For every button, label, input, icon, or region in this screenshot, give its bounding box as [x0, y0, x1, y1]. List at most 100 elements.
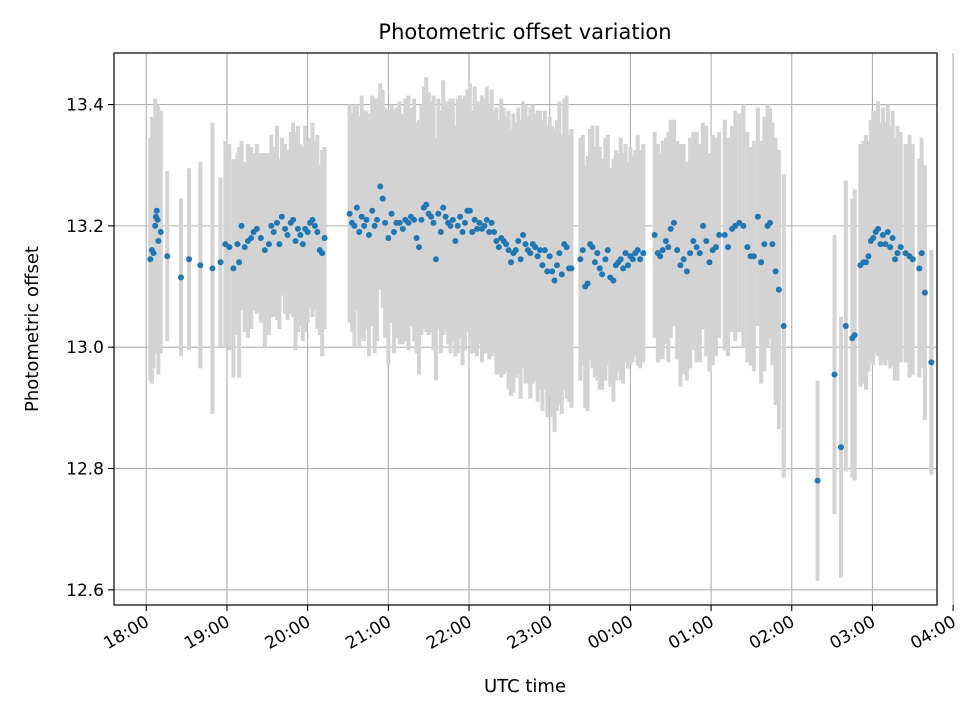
- data-point: [640, 250, 647, 257]
- data-point: [234, 241, 241, 248]
- data-point: [549, 268, 556, 275]
- data-point: [388, 210, 395, 217]
- data-point: [862, 259, 869, 266]
- data-point: [503, 241, 510, 248]
- data-point: [469, 228, 476, 235]
- data-point: [851, 332, 858, 339]
- data-point: [634, 247, 641, 254]
- data-point: [385, 235, 392, 242]
- data-point: [319, 250, 326, 257]
- data-point: [772, 268, 779, 275]
- data-point: [454, 222, 461, 229]
- data-point: [150, 250, 157, 257]
- x-axis-label: UTC time: [484, 676, 566, 697]
- data-point: [396, 219, 403, 226]
- data-point: [155, 238, 162, 245]
- data-point: [831, 371, 838, 378]
- data-point: [423, 201, 430, 208]
- data-point: [452, 238, 459, 245]
- data-point: [415, 244, 422, 251]
- data-point: [261, 247, 268, 254]
- data-point: [257, 235, 264, 242]
- data-point: [294, 225, 301, 232]
- y-tick-label: 13.2: [66, 217, 104, 237]
- data-point: [594, 250, 601, 257]
- data-point: [769, 241, 776, 248]
- data-point: [750, 253, 757, 260]
- data-point: [253, 225, 260, 232]
- data-point: [870, 235, 877, 242]
- data-point: [916, 265, 923, 272]
- data-point: [716, 231, 723, 238]
- data-point: [700, 222, 707, 229]
- data-point: [683, 268, 690, 275]
- data-point: [706, 259, 713, 266]
- data-point: [696, 250, 703, 257]
- data-point: [589, 244, 596, 251]
- data-point: [483, 216, 490, 223]
- data-point: [177, 274, 184, 281]
- data-point: [379, 195, 386, 202]
- data-point: [411, 216, 418, 223]
- data-point: [346, 210, 353, 217]
- data-point: [299, 241, 306, 248]
- data-point: [481, 222, 488, 229]
- data-point: [459, 228, 466, 235]
- data-point: [382, 219, 389, 226]
- data-point: [282, 225, 289, 232]
- data-point: [670, 219, 677, 226]
- data-point: [358, 213, 365, 220]
- data-point: [532, 244, 539, 251]
- data-point: [186, 256, 193, 263]
- data-point: [780, 322, 787, 329]
- data-point: [680, 256, 687, 263]
- y-axis-label: Photometric offset: [22, 246, 43, 412]
- data-point: [437, 228, 444, 235]
- data-point: [665, 244, 672, 251]
- data-point: [353, 204, 360, 211]
- data-point: [539, 262, 546, 269]
- data-point: [284, 231, 291, 238]
- data-point: [617, 256, 624, 263]
- data-point: [374, 216, 381, 223]
- data-point: [622, 250, 629, 257]
- data-point: [541, 247, 548, 254]
- data-point: [556, 250, 563, 257]
- data-point: [687, 250, 694, 257]
- data-point: [507, 259, 514, 266]
- data-point: [314, 228, 321, 235]
- data-point: [527, 250, 534, 257]
- data-point: [651, 231, 658, 238]
- data-point: [884, 228, 891, 235]
- data-point: [505, 247, 512, 254]
- data-point: [363, 216, 370, 223]
- data-point: [152, 222, 159, 229]
- data-point: [476, 219, 483, 226]
- y-tick-label: 13.0: [66, 338, 104, 358]
- data-point: [740, 222, 747, 229]
- data-point: [297, 231, 304, 238]
- data-point: [610, 277, 617, 284]
- data-point: [390, 228, 397, 235]
- y-tick-label: 12.8: [66, 460, 104, 480]
- data-point: [553, 262, 560, 269]
- data-point: [703, 238, 710, 245]
- data-point: [270, 228, 277, 235]
- data-point: [466, 207, 473, 214]
- data-point: [442, 213, 449, 220]
- chart-title: Photometric offset variation: [378, 20, 671, 44]
- data-point: [596, 265, 603, 272]
- data-point: [887, 244, 894, 251]
- data-point: [712, 244, 719, 251]
- y-tick-label: 13.4: [66, 96, 104, 116]
- data-point: [591, 259, 598, 266]
- data-point: [667, 225, 674, 232]
- data-point: [321, 235, 328, 242]
- data-point: [761, 241, 768, 248]
- data-point: [292, 238, 299, 245]
- data-point: [157, 228, 164, 235]
- data-point: [577, 256, 584, 263]
- data-point: [236, 259, 243, 266]
- data-point: [230, 265, 237, 272]
